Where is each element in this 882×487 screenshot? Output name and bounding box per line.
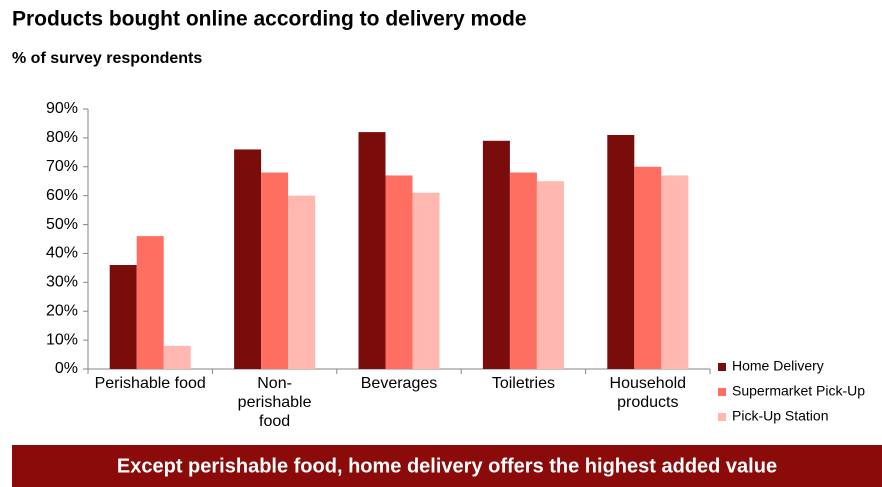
bar: [358, 132, 386, 369]
y-tick-label: 60%: [46, 187, 78, 204]
y-tick-label: 40%: [46, 245, 78, 262]
legend-label: Home Delivery: [732, 358, 824, 374]
x-tick-label: Household products: [610, 375, 687, 411]
y-tick-label: 20%: [46, 302, 78, 319]
legend-label: Supermarket Pick-Up: [732, 383, 865, 399]
x-tick-label: Beverages: [361, 375, 438, 392]
bar: [412, 192, 440, 369]
bar: [234, 149, 262, 369]
legend-swatch: [718, 388, 726, 396]
bar: [536, 181, 564, 369]
bar: [661, 175, 689, 369]
y-tick-label: 10%: [46, 331, 78, 348]
chart-subtitle: % of survey respondents: [12, 50, 202, 67]
bar: [261, 172, 289, 369]
bar: [109, 265, 137, 369]
annotation-banner: [12, 445, 882, 487]
y-tick-label: 50%: [46, 216, 78, 233]
x-tick-label: Perishable food: [95, 375, 206, 392]
y-tick-label: 0%: [55, 360, 78, 377]
bar: [509, 172, 537, 369]
legend-label: Pick-Up Station: [732, 408, 828, 424]
y-tick-label: 90%: [46, 100, 78, 117]
bar: [607, 135, 635, 369]
y-tick-label: 30%: [46, 274, 78, 291]
bar: [482, 140, 510, 369]
legend-swatch: [718, 363, 726, 371]
annotation: Except perishable food, home delivery of…: [117, 455, 777, 477]
bar: [385, 175, 413, 369]
x-tick-label: Non-perishable food: [238, 375, 312, 430]
legend-swatch: [718, 413, 726, 421]
bar: [634, 166, 662, 369]
bar: [163, 345, 191, 369]
chart-title: Products bought online according to deli…: [12, 8, 527, 31]
x-tick-label: Toiletries: [492, 375, 555, 392]
y-tick-label: 70%: [46, 158, 78, 175]
y-tick-label: 80%: [46, 129, 78, 146]
bar: [288, 195, 316, 369]
bar: [136, 236, 164, 369]
